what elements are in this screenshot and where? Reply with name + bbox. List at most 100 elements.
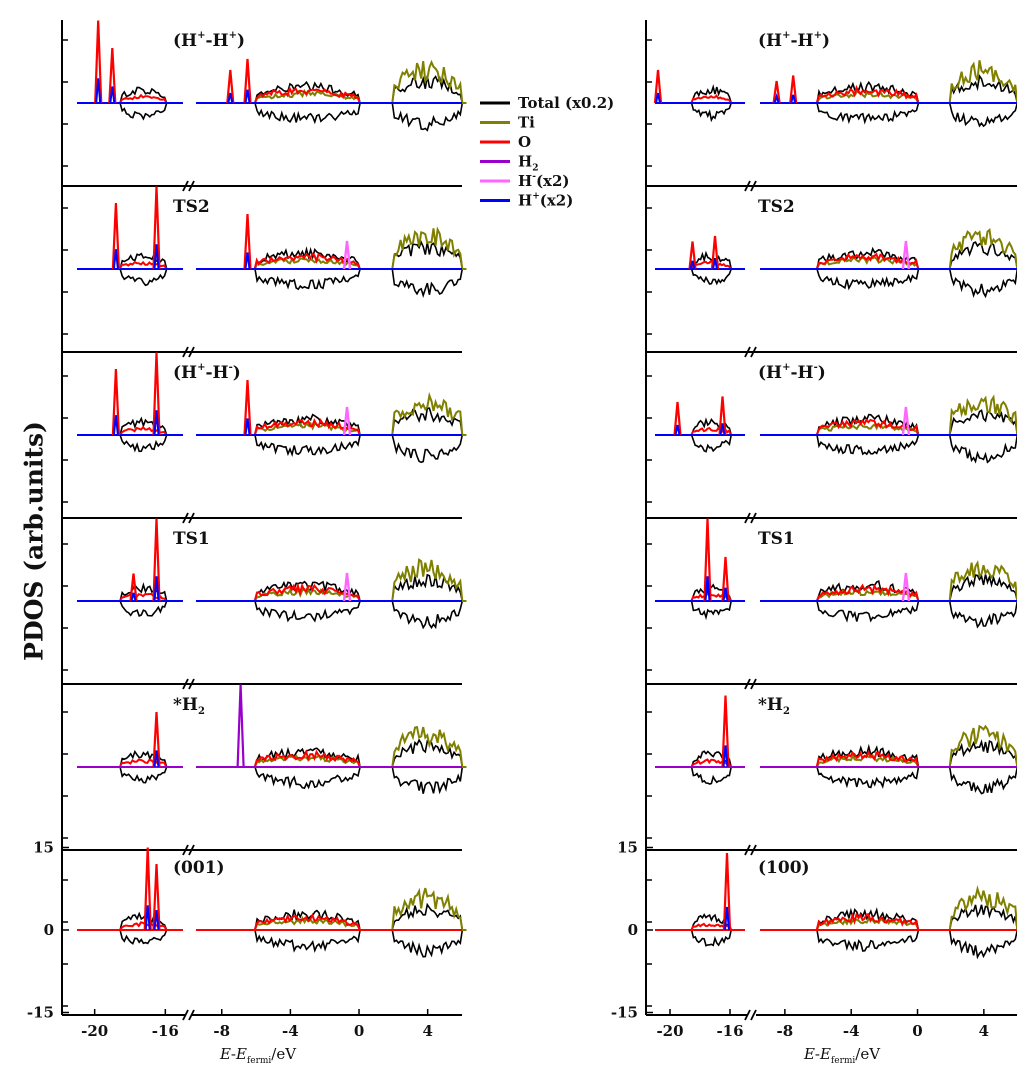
right-panel-label: TS2 bbox=[758, 197, 795, 217]
right-x-tick-label: 4 bbox=[979, 1022, 989, 1040]
right-y-tick-label: 0 bbox=[628, 921, 638, 939]
right-panel-clean: (100) bbox=[655, 853, 1017, 957]
left-x-tick-label: -8 bbox=[213, 1022, 230, 1040]
right-series-total-down bbox=[813, 269, 922, 288]
right-panel-H2: *H2 bbox=[655, 695, 1017, 794]
left-x-tick-label: -20 bbox=[81, 1022, 108, 1040]
left-series-ti bbox=[388, 61, 466, 103]
right-x-tick-label: -4 bbox=[843, 1022, 860, 1040]
left-series-ti bbox=[388, 560, 466, 601]
left-panel-label: (H+-H-) bbox=[173, 362, 241, 383]
right-y-tick-label: -15 bbox=[611, 1004, 638, 1022]
left-series-total-down bbox=[251, 930, 364, 950]
right-series-total-down bbox=[813, 601, 922, 622]
right-series-total-down bbox=[813, 103, 922, 122]
left-panel-TS1: TS1 bbox=[77, 519, 467, 628]
right-series-ti bbox=[946, 230, 1017, 269]
legend: Total (x0.2) TiO H2H-(x2) H+(x2) bbox=[480, 94, 614, 210]
right-series-total-down bbox=[813, 435, 922, 454]
right-series-ti bbox=[946, 563, 1017, 601]
left-series-total-down bbox=[251, 601, 364, 621]
left-x-tick-label: -16 bbox=[152, 1022, 179, 1040]
left-series-o bbox=[118, 262, 169, 269]
left-series-total-down bbox=[251, 103, 364, 123]
right-panel-TS2: TS2 bbox=[655, 197, 1017, 296]
left-panel-H2: *H2 bbox=[77, 685, 467, 794]
right-series-total-up bbox=[946, 575, 1017, 602]
right-series-total-up bbox=[688, 87, 733, 103]
left-panel-TS2: TS2 bbox=[77, 187, 467, 296]
left-series-total-down bbox=[388, 435, 466, 462]
right-series-total-down bbox=[688, 103, 733, 120]
right-series-total-down bbox=[688, 930, 733, 946]
right-panel-HpHp: (H+-H+) bbox=[655, 30, 1017, 126]
left-panel-HpHm: (H+-H-) bbox=[77, 353, 467, 463]
left-panel-label: (H+-H+) bbox=[173, 30, 245, 51]
right-column: -20 -16 -8 -4 0 4 E-Efermi/eV 15 0 -15 (H+-H+) TS2 (… bbox=[611, 20, 1017, 1066]
left-series-total-down bbox=[116, 103, 169, 119]
left-y-tick-label: 15 bbox=[33, 839, 54, 857]
right-x-tick-label: -20 bbox=[656, 1022, 683, 1040]
right-panel-label: (100) bbox=[758, 858, 810, 878]
right-series-total-down bbox=[813, 930, 922, 951]
left-series-total-down bbox=[251, 435, 364, 455]
left-x-tick-label: 0 bbox=[354, 1022, 364, 1040]
legend-label: H-(x2) bbox=[518, 172, 570, 190]
legend-label: Ti bbox=[518, 114, 535, 132]
left-panel-label: TS1 bbox=[173, 529, 210, 549]
right-series-total-down bbox=[813, 767, 922, 787]
right-series-total-up bbox=[946, 76, 1017, 103]
right-series-total-down bbox=[946, 269, 1017, 296]
left-series-total-down bbox=[116, 767, 169, 783]
left-series-hminus bbox=[344, 241, 350, 269]
right-series-total-down bbox=[946, 435, 1017, 462]
right-panel-label: (H+-H+) bbox=[758, 30, 830, 51]
right-panel-label: TS1 bbox=[758, 529, 795, 549]
right-series-total-down bbox=[946, 601, 1017, 627]
right-x-tick-label: -8 bbox=[777, 1022, 794, 1040]
left-series-total-down bbox=[388, 930, 466, 957]
left-series-total-up bbox=[388, 905, 466, 930]
left-series-ti bbox=[388, 727, 466, 767]
right-panel-label: *H2 bbox=[758, 695, 790, 717]
right-series-total-down bbox=[688, 767, 733, 784]
right-panel-TS1: TS1 bbox=[655, 519, 1017, 627]
left-x-axis-label: E-Efermi/eV bbox=[219, 1045, 297, 1066]
left-panel-label: TS2 bbox=[173, 197, 210, 217]
right-y-tick-label: 15 bbox=[617, 839, 638, 857]
left-series-total-up bbox=[116, 752, 169, 767]
right-x-break-mark bbox=[751, 1010, 756, 1020]
left-panel-label: *H2 bbox=[173, 695, 205, 717]
left-panel-clean: (001) bbox=[77, 848, 467, 957]
left-series-ti bbox=[388, 888, 466, 930]
right-x-tick-label: 0 bbox=[912, 1022, 922, 1040]
right-series-total-down bbox=[688, 269, 733, 284]
right-series-ti bbox=[946, 726, 1017, 767]
left-y-tick-label: 0 bbox=[44, 921, 54, 939]
left-series-total-down bbox=[388, 269, 466, 295]
right-series-total-down bbox=[688, 601, 733, 617]
left-series-total-down bbox=[388, 767, 466, 794]
right-series-hminus bbox=[903, 407, 909, 435]
left-column: -20 -16 -8 -4 0 4 E-Efermi/eV 15 0 -15 (H+-H+) TS2 (… bbox=[27, 20, 467, 1066]
left-series-hminus bbox=[344, 407, 350, 435]
legend-label: O bbox=[518, 133, 531, 151]
left-y-tick-label: -15 bbox=[27, 1004, 54, 1022]
left-series-total-down bbox=[251, 269, 364, 289]
right-x-axis-label: E-Efermi/eV bbox=[803, 1045, 881, 1066]
y-axis-label: PDOS (arb.units) bbox=[20, 421, 49, 661]
right-series-total-down bbox=[688, 435, 733, 452]
left-series-ti bbox=[388, 228, 466, 269]
left-series-o bbox=[118, 760, 169, 767]
right-series-hminus bbox=[903, 573, 909, 601]
left-series-total-down bbox=[251, 767, 364, 788]
left-series-ti bbox=[388, 396, 466, 435]
right-series-total-down bbox=[946, 930, 1017, 957]
right-series-o bbox=[815, 88, 921, 103]
left-series-total-down bbox=[116, 435, 169, 451]
legend-label: Total (x0.2) bbox=[518, 94, 614, 112]
right-series-ti bbox=[946, 889, 1017, 930]
left-panel-HpHp: (H+-H+) bbox=[77, 21, 467, 131]
left-peak-H2 bbox=[238, 685, 244, 768]
